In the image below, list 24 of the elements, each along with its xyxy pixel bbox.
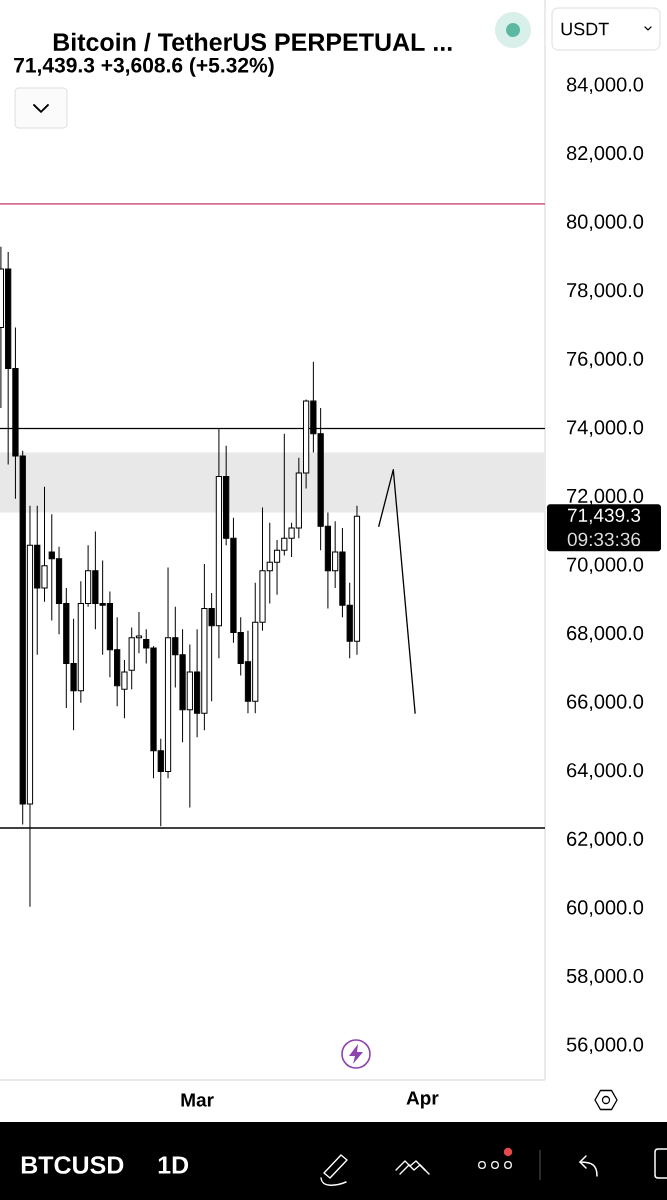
y-tick-label: 56,000.0	[566, 1037, 644, 1054]
y-tick-label: 64,000.0	[567, 763, 644, 780]
y-tick-label: 78,000.0	[567, 283, 644, 300]
text: Bitcoin / TetherUS PERPETUAL ...	[53, 32, 452, 52]
text: USDT	[561, 22, 609, 36]
y-tick-label: 68,000.0	[567, 626, 644, 643]
text: 71,439.3	[568, 508, 641, 525]
text: 71,439.3 +3,608.6 (+5.32%)	[14, 57, 274, 77]
y-tick-label: 62,000.0	[567, 831, 644, 849]
x-tick-label: Mar	[181, 1093, 214, 1107]
y-tick-label: 72,000.0	[567, 488, 644, 506]
x-tick-label: Apr	[406, 1091, 439, 1109]
y-tick-label: 58,000.0	[566, 968, 644, 986]
text: 1D	[158, 1156, 189, 1174]
y-tick-label: 74,000.0	[567, 420, 644, 437]
text: BTCUSD	[21, 1156, 124, 1174]
y-tick-label: 60,000.0	[567, 900, 644, 917]
text: 09:33:36	[567, 532, 641, 547]
y-tick-label: 66,000.0	[567, 694, 644, 712]
y-tick-label: 80,000.0	[566, 214, 644, 232]
y-tick-label: 84,000.0	[566, 77, 644, 94]
y-tick-label: 76,000.0	[567, 351, 644, 369]
y-tick-label: 82,000.0	[566, 146, 644, 163]
y-tick-label: 70,000.0	[567, 557, 644, 574]
